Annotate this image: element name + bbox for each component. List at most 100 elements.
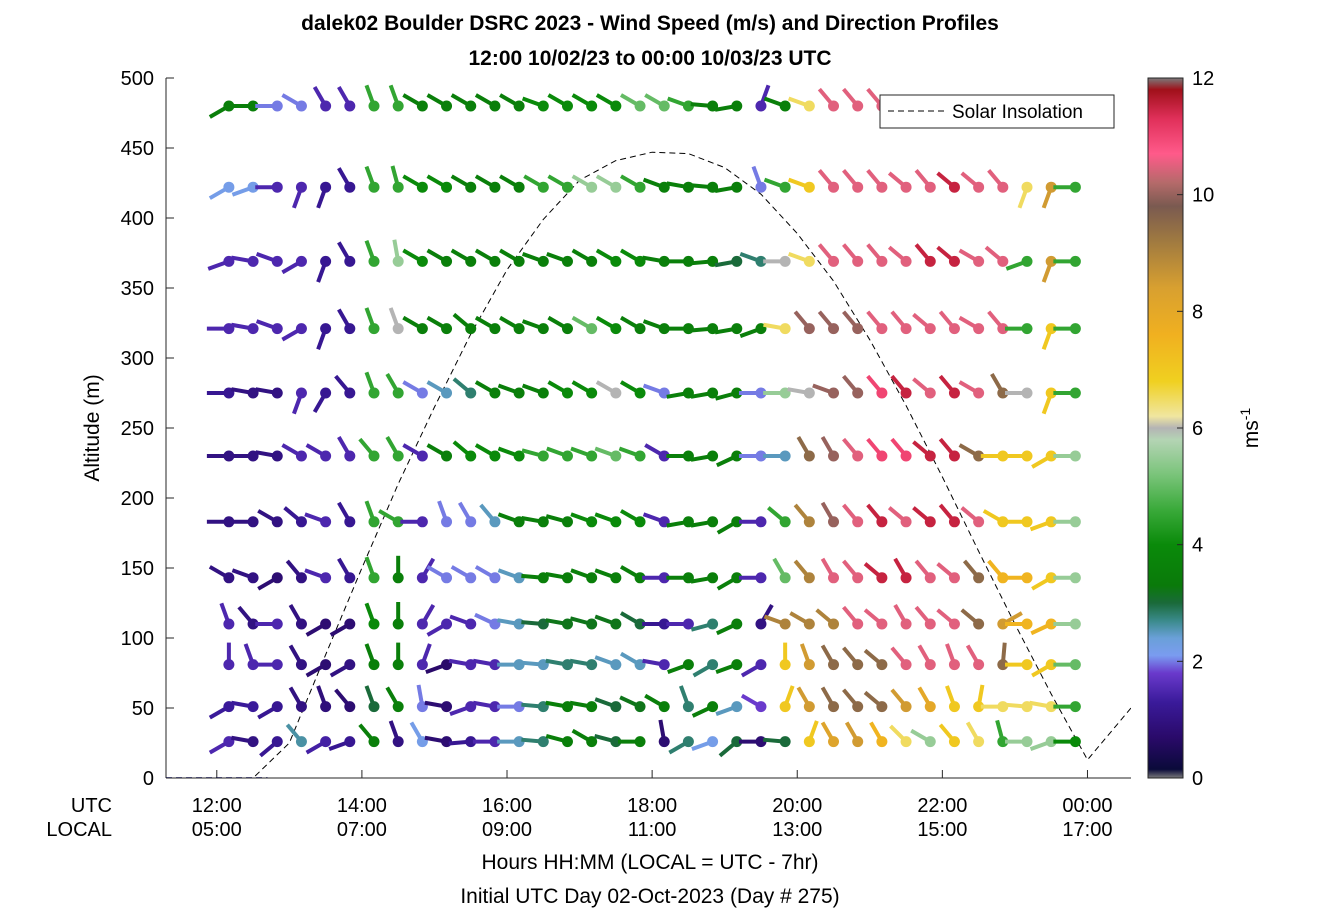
wind-barb-dot xyxy=(295,736,307,748)
wind-barb-dot xyxy=(344,618,356,630)
wind-barb-dot xyxy=(731,181,743,193)
wind-barb-dot xyxy=(271,659,283,671)
wind-barb-dot xyxy=(900,255,912,267)
wind-barb-dot xyxy=(852,736,864,748)
wind-barb-dot xyxy=(997,323,1009,335)
wind-barb-dot xyxy=(441,100,453,112)
wind-barb-dot xyxy=(876,255,888,267)
wind-barb-dot xyxy=(489,100,501,112)
x-tick-label-utc: 20:00 xyxy=(772,795,822,817)
wind-barb-dot xyxy=(997,255,1009,267)
wind-barb-dot xyxy=(561,255,573,267)
wind-barb-dot xyxy=(973,323,985,335)
wind-barb-dot xyxy=(416,181,428,193)
y-tick-label: 100 xyxy=(121,628,154,650)
wind-barb-dot xyxy=(223,181,235,193)
colorbar-tick-label: 0 xyxy=(1192,768,1203,790)
y-tick-label: 150 xyxy=(121,558,154,580)
wind-barb-dot xyxy=(537,255,549,267)
wind-barb-dot xyxy=(803,572,815,584)
wind-barb-dot xyxy=(828,255,840,267)
wind-barb-dot xyxy=(924,736,936,748)
wind-barb-dot xyxy=(658,572,670,584)
wind-barb-dot xyxy=(973,736,985,748)
wind-barb-dot xyxy=(247,255,259,267)
wind-barb-dot xyxy=(537,736,549,748)
colorbar-tick-label: 12 xyxy=(1192,68,1214,90)
wind-barb-dot xyxy=(247,659,259,671)
wind-barb-dot xyxy=(416,100,428,112)
wind-barb-dot xyxy=(344,516,356,528)
wind-barb-dot xyxy=(731,659,743,671)
wind-barb-dot xyxy=(948,255,960,267)
wind-barb-dot xyxy=(973,387,985,399)
wind-barb-dot xyxy=(1021,618,1033,630)
wind-barb-dot xyxy=(561,450,573,462)
wind-barb-dot xyxy=(828,100,840,112)
x-tick-label-local: 11:00 xyxy=(628,819,677,841)
wind-barb-dot xyxy=(731,572,743,584)
wind-barb-dot xyxy=(779,450,791,462)
wind-barb-dot xyxy=(441,255,453,267)
wind-barb-dot xyxy=(344,450,356,462)
y-tick-label: 250 xyxy=(121,418,154,440)
wind-barb-dot xyxy=(320,516,332,528)
wind-barb-dot xyxy=(997,387,1009,399)
wind-barb-dot xyxy=(320,323,332,335)
wind-barb-dot xyxy=(1069,516,1081,528)
wind-barb-dot xyxy=(537,323,549,335)
wind-barb-dot xyxy=(658,100,670,112)
wind-barb-dot xyxy=(852,100,864,112)
wind-barb-dot xyxy=(441,618,453,630)
wind-barb-dot xyxy=(707,387,719,399)
wind-barb-dot xyxy=(1045,701,1057,713)
chart-title-line-1: dalek02 Boulder DSRC 2023 - Wind Speed (… xyxy=(301,12,999,35)
wind-barb-dot xyxy=(295,100,307,112)
wind-barb-dot xyxy=(416,516,428,528)
wind-barb-dot xyxy=(852,450,864,462)
wind-barb-dot xyxy=(803,100,815,112)
wind-barb-dot xyxy=(368,323,380,335)
wind-barb-dot xyxy=(344,100,356,112)
wind-barb-dot xyxy=(295,516,307,528)
wind-barb-dot xyxy=(1069,387,1081,399)
wind-barb-dot xyxy=(586,516,598,528)
wind-barb-dot xyxy=(610,450,622,462)
wind-barb-dot xyxy=(658,659,670,671)
wind-barb-dot xyxy=(997,516,1009,528)
wind-barb-dot xyxy=(368,572,380,584)
x-tick-label-utc: 12:00 xyxy=(192,795,242,817)
wind-barb-dot xyxy=(997,450,1009,462)
wind-barb-dot xyxy=(416,572,428,584)
wind-barb-dot xyxy=(828,618,840,630)
wind-barb-dot xyxy=(586,736,598,748)
wind-barb-dot xyxy=(441,387,453,399)
wind-barb-dot xyxy=(755,387,767,399)
wind-barb-dot xyxy=(755,450,767,462)
wind-barb-dot xyxy=(392,100,404,112)
wind-barb-dot xyxy=(586,701,598,713)
wind-barb-dot xyxy=(779,659,791,671)
wind-barb-dot xyxy=(1045,736,1057,748)
wind-barb-dot xyxy=(1045,450,1057,462)
wind-barb-dot xyxy=(561,181,573,193)
wind-barb-dot xyxy=(876,450,888,462)
wind-barb-dot xyxy=(1069,181,1081,193)
wind-barb-dot xyxy=(610,618,622,630)
wind-barb-dot xyxy=(610,701,622,713)
wind-barb-dot xyxy=(489,323,501,335)
colorbar-tick-label: 2 xyxy=(1192,651,1203,673)
wind-barb-dot xyxy=(948,323,960,335)
wind-barb-dot xyxy=(368,618,380,630)
wind-barb-dot xyxy=(247,701,259,713)
wind-barb-dot xyxy=(731,255,743,267)
wind-barb-dot xyxy=(586,450,598,462)
wind-barb-dot xyxy=(634,618,646,630)
wind-barb-dot xyxy=(465,387,477,399)
wind-barb-dot xyxy=(513,255,525,267)
wind-barb-dot xyxy=(1045,323,1057,335)
wind-barb-dot xyxy=(755,659,767,671)
wind-barb-dot xyxy=(368,181,380,193)
wind-barb-dot xyxy=(731,450,743,462)
